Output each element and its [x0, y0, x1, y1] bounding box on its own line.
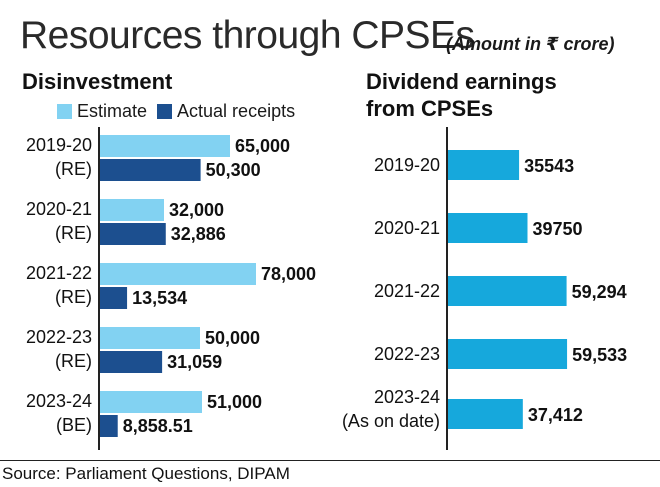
bar-dividend: [448, 339, 568, 369]
bar-estimate: [100, 327, 200, 349]
legend-label-estimate: Estimate: [77, 101, 148, 121]
bar-actual: [100, 223, 166, 245]
source-note: Source: Parliament Questions, DIPAM: [2, 464, 290, 483]
data-label-estimate: 65,000: [235, 136, 290, 156]
bar-actual: [100, 415, 118, 437]
bar-dividend: [448, 399, 523, 429]
unit-note: (Amount in ₹ crore): [446, 34, 615, 54]
data-label-dividend: 59,294: [572, 282, 627, 302]
bar-actual: [100, 287, 128, 309]
legend-swatch-estimate: [57, 104, 72, 119]
category-label: (RE): [55, 351, 92, 371]
dividend-title-line-1: Dividend earnings: [366, 69, 557, 94]
legend-item-actual: Actual receipts: [157, 101, 295, 122]
bar-dividend: [448, 276, 567, 306]
bar-estimate: [100, 391, 202, 413]
data-label-estimate: 50,000: [205, 328, 260, 348]
legend-swatch-actual: [157, 104, 173, 119]
category-label: 2021-22: [374, 281, 440, 301]
category-label: 2020-21: [374, 218, 440, 238]
category-label: 2022-23: [26, 327, 92, 347]
data-label-dividend: 35543: [524, 156, 574, 176]
dividend-chart: 2019-20 35543 2020-21 39750 2021-22 59,294 202…: [342, 127, 627, 450]
category-label: (As on date): [342, 411, 440, 431]
data-label-actual: 32,886: [171, 224, 226, 244]
bar-estimate: [100, 263, 256, 285]
bar-estimate: [100, 135, 230, 157]
bar-actual: [100, 159, 201, 181]
category-label: 2020-21: [26, 199, 92, 219]
dividend-title: Dividend earnings from CPSEs: [366, 68, 557, 122]
data-label-actual: 31,059: [167, 352, 222, 372]
data-label-dividend: 37,412: [528, 405, 583, 425]
data-label-dividend: 39750: [533, 219, 583, 239]
category-label: 2019-20: [26, 135, 92, 155]
category-label: 2023-24: [374, 387, 440, 407]
legend-item-estimate: Estimate: [57, 101, 147, 122]
disinvestment-chart: 2019-20 (RE) 65,000 50,300 2020-21 (RE) 32,000…: [26, 127, 316, 450]
bar-estimate: [100, 199, 164, 221]
category-label: 2019-20: [374, 155, 440, 175]
dividend-title-line-2: from CPSEs: [366, 96, 494, 121]
page-title: Resources through CPSEs: [20, 14, 475, 57]
legend: Estimate Actual receipts: [57, 101, 305, 122]
data-label-estimate: 78,000: [261, 264, 316, 284]
data-label-actual: 8,858.51: [123, 416, 193, 436]
data-label-actual: 13,534: [132, 288, 187, 308]
category-label: (BE): [56, 415, 92, 435]
category-label: (RE): [55, 159, 92, 179]
category-label: 2022-23: [374, 344, 440, 364]
bar-dividend: [448, 150, 520, 180]
bar-dividend: [448, 213, 528, 243]
data-label-actual: 50,300: [206, 160, 261, 180]
bar-actual: [100, 351, 163, 373]
data-label-estimate: 32,000: [169, 200, 224, 220]
data-label-estimate: 51,000: [207, 392, 262, 412]
category-label: 2023-24: [26, 391, 92, 411]
legend-label-actual: Actual receipts: [177, 101, 296, 121]
footer-divider: [0, 460, 660, 461]
data-label-dividend: 59,533: [572, 345, 627, 365]
category-label: (RE): [55, 287, 92, 307]
disinvestment-title: Disinvestment: [22, 69, 173, 94]
category-label: 2021-22: [26, 263, 92, 283]
category-label: (RE): [55, 223, 92, 243]
